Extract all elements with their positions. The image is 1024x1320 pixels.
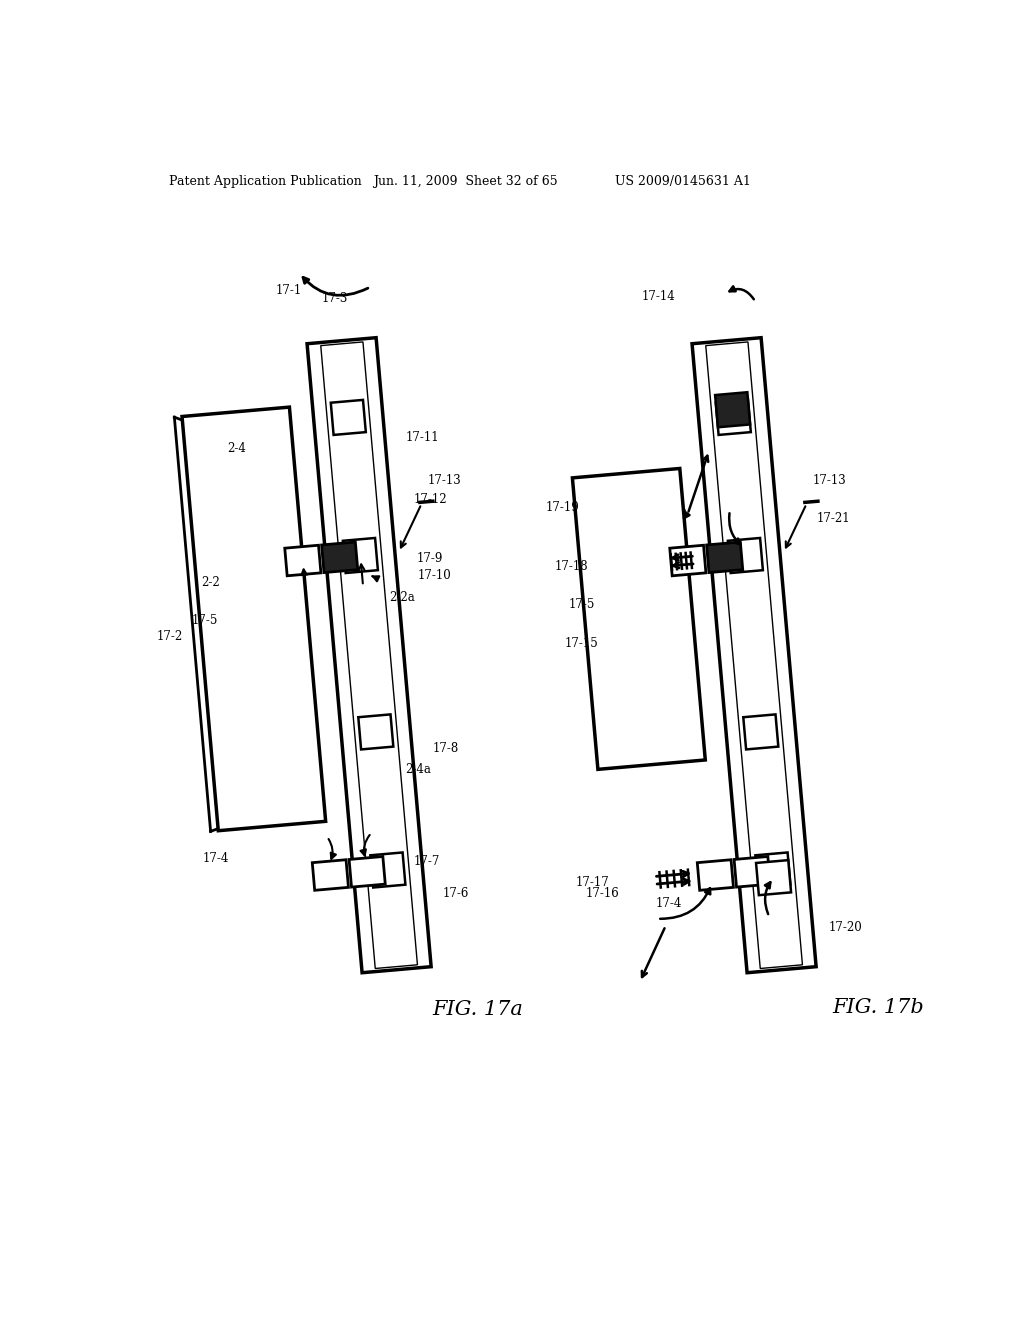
Text: 17-1: 17-1 [275, 284, 302, 297]
Text: 17-13: 17-13 [427, 474, 461, 487]
Polygon shape [312, 859, 348, 890]
Text: 17-9: 17-9 [417, 552, 442, 565]
Text: 17-16: 17-16 [586, 887, 620, 900]
Text: US 2009/0145631 A1: US 2009/0145631 A1 [615, 176, 752, 187]
Text: 2-4: 2-4 [227, 442, 246, 454]
Polygon shape [331, 400, 366, 434]
Text: −: − [727, 403, 738, 416]
Text: +: + [682, 553, 693, 568]
Polygon shape [371, 853, 406, 887]
Text: 17-4: 17-4 [655, 896, 682, 909]
Text: Patent Application Publication: Patent Application Publication [169, 176, 361, 187]
Text: +: + [297, 553, 308, 568]
Text: 17-10: 17-10 [418, 569, 452, 582]
Polygon shape [349, 857, 385, 887]
Text: 2-2a: 2-2a [389, 590, 415, 603]
Text: 17-13: 17-13 [812, 474, 846, 487]
Text: 17-3: 17-3 [322, 292, 348, 305]
Text: FIG. 17a: FIG. 17a [432, 999, 523, 1019]
Text: 17-14: 17-14 [641, 289, 675, 302]
Polygon shape [692, 338, 816, 973]
Polygon shape [728, 539, 763, 573]
Polygon shape [707, 543, 742, 573]
Polygon shape [307, 338, 431, 973]
Text: 17-6: 17-6 [443, 887, 469, 900]
Text: FIG. 17b: FIG. 17b [831, 998, 924, 1018]
Text: 17-19: 17-19 [545, 502, 579, 515]
Polygon shape [697, 859, 733, 890]
Text: 17-8: 17-8 [432, 742, 459, 755]
Polygon shape [182, 407, 326, 830]
Text: 17-2: 17-2 [157, 631, 182, 643]
Text: +: + [325, 869, 336, 882]
Polygon shape [285, 545, 321, 576]
Polygon shape [706, 342, 803, 969]
Text: −: − [719, 550, 730, 565]
Text: 17-5: 17-5 [191, 614, 218, 627]
Text: 17-5: 17-5 [569, 598, 595, 611]
Text: 17-18: 17-18 [554, 560, 588, 573]
Polygon shape [743, 714, 778, 750]
Text: 17-11: 17-11 [406, 430, 439, 444]
Text: +: + [768, 871, 779, 884]
Polygon shape [343, 539, 378, 573]
Polygon shape [670, 545, 706, 576]
Polygon shape [322, 543, 357, 573]
Polygon shape [716, 400, 751, 434]
Text: −: − [361, 865, 373, 879]
Text: 2-2: 2-2 [201, 576, 220, 589]
Text: 17-4: 17-4 [202, 851, 228, 865]
Text: −: − [746, 865, 758, 879]
Text: 17-7: 17-7 [413, 855, 439, 869]
Polygon shape [756, 861, 792, 895]
Polygon shape [756, 853, 791, 887]
Text: 17-15: 17-15 [565, 636, 599, 649]
Polygon shape [321, 342, 418, 969]
Text: 2-4a: 2-4a [404, 763, 431, 776]
Polygon shape [734, 857, 770, 887]
Polygon shape [715, 392, 751, 428]
Polygon shape [572, 469, 706, 770]
Text: 17-21: 17-21 [816, 512, 850, 525]
Text: 17-20: 17-20 [828, 921, 862, 935]
Polygon shape [358, 714, 393, 750]
Text: +: + [710, 869, 721, 882]
Text: 17-17: 17-17 [575, 876, 609, 888]
Text: 17-12: 17-12 [414, 492, 446, 506]
Text: −: − [334, 550, 345, 565]
Text: Jun. 11, 2009  Sheet 32 of 65: Jun. 11, 2009 Sheet 32 of 65 [373, 176, 558, 187]
